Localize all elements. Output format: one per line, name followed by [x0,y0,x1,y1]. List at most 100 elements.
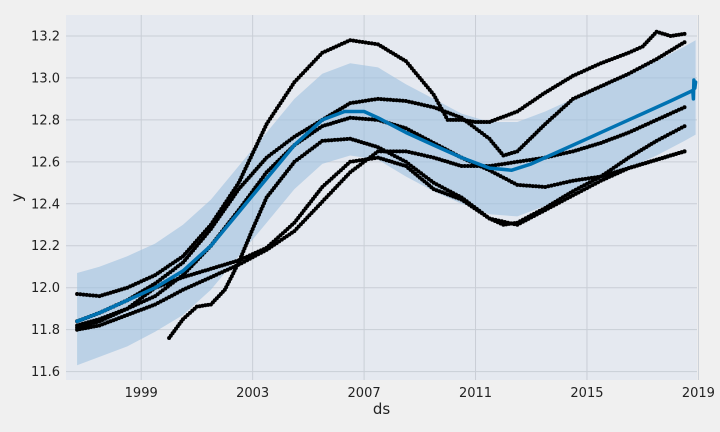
observation-point [354,116,359,121]
observation-point [540,184,545,189]
observation-point [400,149,405,154]
observation-point [537,184,541,189]
x-tick-label: 2019 [682,386,715,401]
observation-point [484,120,489,124]
observation-point [459,164,464,168]
observation-point [555,182,560,187]
observation-point [351,159,356,164]
observation-point [481,120,486,124]
y-tick-label: 11.6 [31,365,60,380]
observation-point [468,164,473,168]
observation-point [323,138,328,143]
observation-point [329,138,334,143]
observation-point [354,39,359,44]
observation-point [91,293,96,298]
observation-point [490,217,495,222]
observation-point [530,157,535,162]
observation-point [348,115,353,120]
observation-point [561,180,566,185]
uncertainty-band-group [77,40,696,366]
observation-point [552,182,557,187]
observation-point [354,158,359,163]
observation-point [564,150,569,155]
observation-point [416,101,421,106]
observation-point [518,159,523,164]
observation-point [348,101,353,106]
observation-series [167,124,687,340]
observation-point [558,181,563,186]
observation-point [75,292,80,296]
observation-point [682,149,687,154]
observation-point [360,116,365,121]
observation-point [454,117,458,122]
observation-point [682,40,687,45]
uncertainty-band [77,40,696,366]
observation-point [94,293,99,298]
observation-point [84,292,89,297]
observation-point [366,98,371,103]
observation-point [527,183,532,188]
y-tick-label: 12.6 [31,155,60,170]
observation-point [496,162,501,167]
observation-point [473,120,478,124]
observation-point [403,149,408,154]
observation-point [586,176,591,181]
x-tick-label: 2015 [570,386,603,401]
observation-point [407,99,411,104]
observation-point [530,184,535,189]
observation-point [456,117,461,122]
observation-point [413,101,418,106]
observation-point [561,151,566,156]
observation-point [428,104,433,109]
observation-point [493,217,498,222]
observation-point [445,117,450,122]
observation-point [360,99,365,104]
observation-point [81,292,86,297]
x-tick-label: 2007 [348,386,381,401]
observation-point [419,102,424,107]
observation-point [372,97,377,102]
observation-point [419,152,424,157]
observation-point [558,152,563,157]
forecast-line-group [75,78,698,324]
observation-point [567,179,572,184]
y-axis-label: y [8,193,26,202]
observation-point [391,98,396,103]
observation-point [363,98,368,103]
observation-point [583,176,588,181]
observation-point [376,96,380,101]
observation-point [369,41,374,46]
observation-point [571,178,575,183]
observation-point [493,163,498,168]
observation-point [366,157,371,161]
observation-point [506,220,510,225]
observation-point [376,149,380,154]
x-tick-label: 1999 [125,386,158,401]
observation-point [357,39,362,44]
observation-point [372,156,377,161]
observation-point [403,99,408,103]
observation-point [521,183,526,188]
observation-point [363,117,368,121]
observation-point [567,150,572,154]
observation-point [533,184,538,189]
observation-point [496,218,501,223]
observation-point [465,164,470,168]
observation-point [462,164,467,168]
observation-point [348,159,353,164]
observation-point [342,137,346,142]
observation-point [487,216,492,221]
observation-point [476,120,481,124]
observation-point [388,97,393,102]
observation-point [391,149,396,154]
observation-point [326,138,331,143]
observation-point [472,164,476,168]
y-tick-label: 12.4 [31,197,60,212]
observation-point [502,220,507,224]
observation-point [363,40,368,45]
observation-point [515,182,520,187]
observation-point [549,183,554,188]
observation-point [512,160,517,165]
observation-point [479,120,484,124]
